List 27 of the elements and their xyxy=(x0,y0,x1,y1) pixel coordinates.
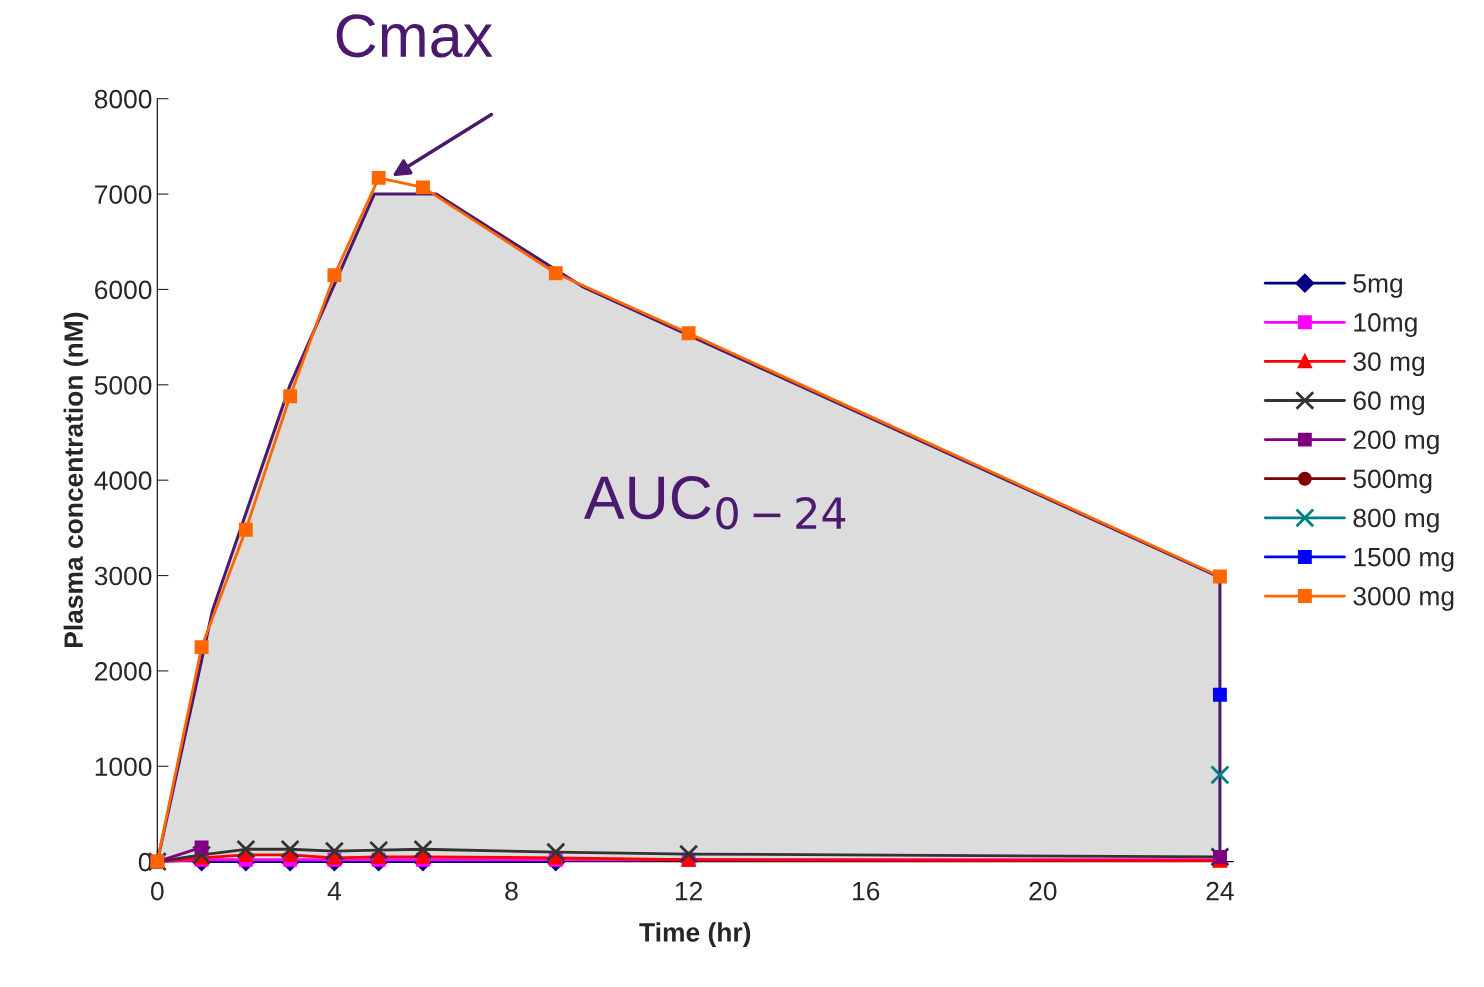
legend-label: 60 mg xyxy=(1353,391,1424,416)
y-tick-label: 2000 xyxy=(95,662,152,681)
y-tick-label: 4000 xyxy=(94,471,152,490)
legend-label: 500mg xyxy=(1353,469,1432,494)
x-tick-label: 20 xyxy=(1029,881,1057,901)
x-axis-title: Time (hr) xyxy=(639,922,751,947)
x-tick-label: 8 xyxy=(505,881,518,901)
legend-label: 10mg xyxy=(1354,313,1417,337)
y-tick-label: 7000 xyxy=(95,185,152,204)
legend-label: 1500 mg xyxy=(1354,547,1454,572)
legend-label: 800 mg xyxy=(1353,508,1439,533)
y-tick-label: 3000 xyxy=(94,566,152,586)
y-tick-label: 1000 xyxy=(95,757,152,777)
x-tick-label: 12 xyxy=(675,881,702,901)
legend-label: 200 mg xyxy=(1353,430,1439,455)
x-tick-label: 16 xyxy=(853,881,880,901)
x-tick-label: 24 xyxy=(1206,881,1234,901)
x-tick-label: 4 xyxy=(327,882,341,901)
legend-label: 3000 mg xyxy=(1353,586,1454,611)
annotation: Cmax xyxy=(336,14,493,58)
y-tick-label: 5000 xyxy=(94,375,152,395)
annotation: AUC$_{0−24}$ xyxy=(583,476,846,530)
y-tick-label: 8000 xyxy=(94,89,152,109)
legend-label: 30 mg xyxy=(1353,352,1424,377)
y-axis-title: Plasma concentration (nM) xyxy=(63,312,89,648)
y-tick-label: 6000 xyxy=(95,280,152,300)
legend-label: 5mg xyxy=(1353,274,1402,298)
